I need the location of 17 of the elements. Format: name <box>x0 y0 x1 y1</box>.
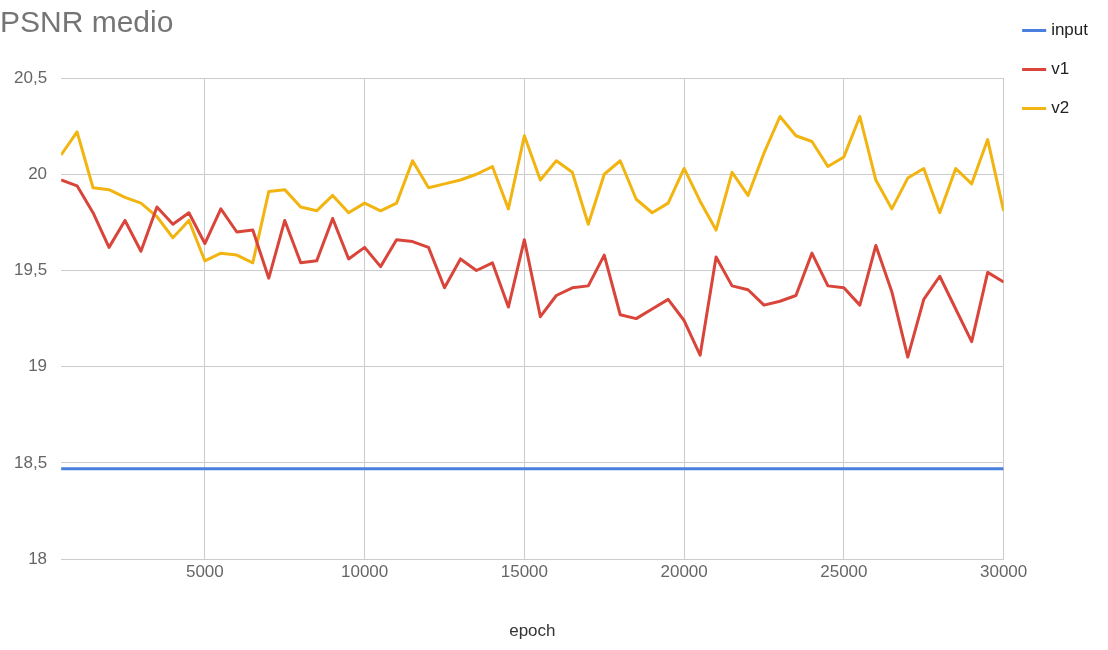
x-tick-label: 10000 <box>340 562 389 582</box>
chart-title: PSNR medio <box>0 5 174 39</box>
y-tick-label: 19,5 <box>13 260 48 280</box>
x-tick-label: 25000 <box>820 562 868 582</box>
x-tick-label: 20000 <box>660 562 708 582</box>
legend-label: v1 <box>1051 59 1070 79</box>
y-tick-label: 20,5 <box>13 67 48 87</box>
y-tick-label: 18,5 <box>13 452 48 472</box>
x-tick-label: 15000 <box>500 562 549 582</box>
x-tick-label: 30000 <box>980 562 1028 582</box>
y-tick-label: 18 <box>28 548 48 568</box>
legend-label: input <box>1051 20 1089 40</box>
legend-label: v2 <box>1051 98 1070 118</box>
y-tick-label: 19 <box>28 356 48 376</box>
y-tick-label: 20 <box>28 163 48 183</box>
x-tick-label: 5000 <box>185 562 224 582</box>
x-axis-title: epoch <box>509 621 556 641</box>
